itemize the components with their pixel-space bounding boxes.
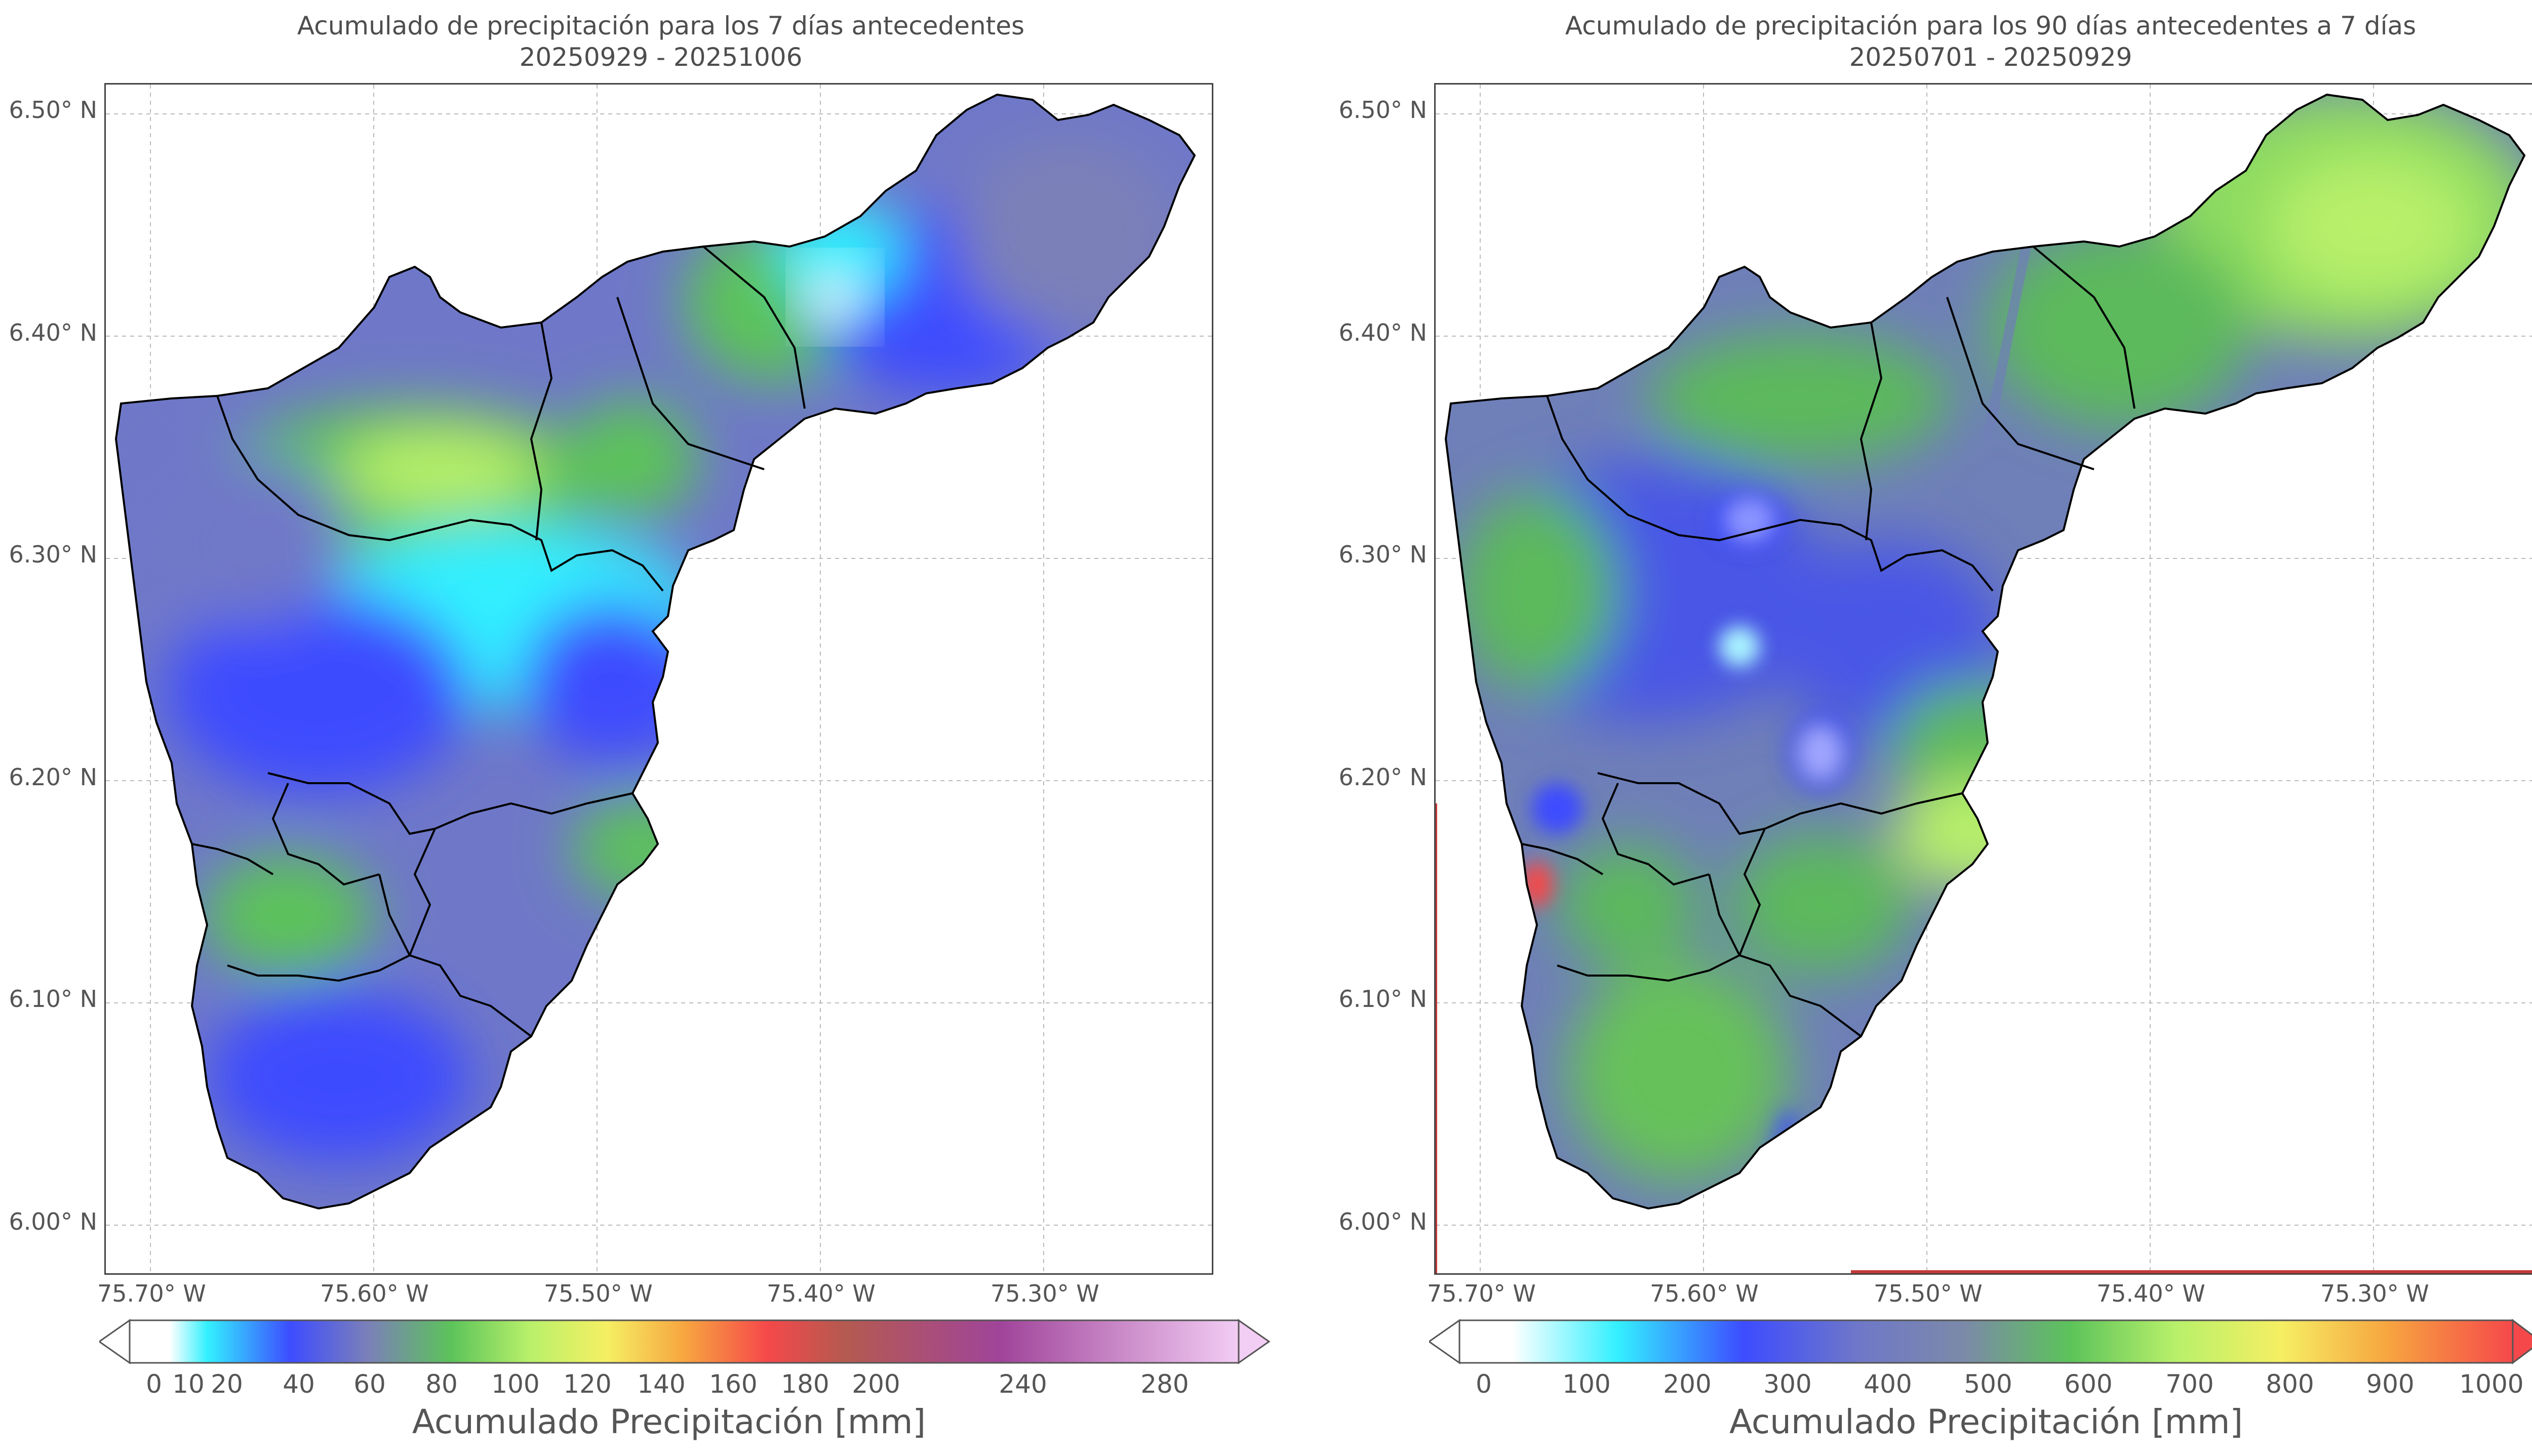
left-cbar-tick-180: 180 xyxy=(781,1369,829,1399)
left-cbar-tick-40: 40 xyxy=(283,1369,315,1399)
right-xtick-1: 75.70° W xyxy=(1427,1280,1536,1307)
right-map-title-line2: 20250701 - 20250929 xyxy=(1849,43,2132,72)
left-cbar-tick-140: 140 xyxy=(637,1369,686,1399)
left-cbar-tick-160: 160 xyxy=(709,1369,758,1399)
left-cbar-tick-10: 10 xyxy=(172,1369,205,1399)
left-cbar-tick-280: 280 xyxy=(1140,1369,1189,1399)
left-ytick-5: 6.10° N xyxy=(9,985,97,1013)
right-cbar-tick-800: 800 xyxy=(2266,1369,2314,1399)
right-ytick-3: 6.30° N xyxy=(1338,541,1427,568)
left-cbar-tick-200: 200 xyxy=(852,1369,900,1399)
left-colorbar xyxy=(99,1319,1271,1364)
right-cbar-tick-1000: 1000 xyxy=(2459,1369,2524,1399)
left-colorbar-max-arrow xyxy=(1238,1319,1271,1364)
left-ytick-3: 6.30° N xyxy=(9,541,97,568)
left-region-outline xyxy=(114,93,1196,1210)
left-xtick-4: 75.40° W xyxy=(767,1280,876,1307)
left-cbar-tick-240: 240 xyxy=(999,1369,1047,1399)
right-cbar-tick-400: 400 xyxy=(1864,1369,1912,1399)
right-ytick-4: 6.20° N xyxy=(1338,763,1427,791)
left-map-title-line2: 20250929 - 20251006 xyxy=(519,43,803,72)
left-map-title-line1: Acumulado de precipitación para los 7 dí… xyxy=(297,11,1025,41)
right-xtick-5: 75.30° W xyxy=(2320,1280,2429,1307)
left-map-title: Acumulado de precipitación para los 7 dí… xyxy=(106,10,1215,73)
right-cbar-tick-300: 300 xyxy=(1763,1369,1812,1399)
right-ytick-5: 6.10° N xyxy=(1338,985,1427,1013)
left-xtick-2: 75.60° W xyxy=(320,1280,429,1307)
right-xtick-3: 75.50° W xyxy=(1874,1280,1983,1307)
right-colorbar-gradient xyxy=(1458,1319,2514,1364)
left-map-canvas xyxy=(106,85,1212,1273)
right-cbar-tick-700: 700 xyxy=(2165,1369,2214,1399)
left-colorbar-label: Acumulado Precipitación [mm] xyxy=(412,1402,926,1441)
right-xtick-4: 75.40° W xyxy=(2096,1280,2205,1307)
left-map-area[interactable] xyxy=(104,83,1213,1275)
left-ytick-1: 6.50° N xyxy=(9,96,97,124)
left-ytick-4: 6.20° N xyxy=(9,763,97,791)
right-subbasin-lines xyxy=(1521,246,2135,1037)
left-cbar-tick-60: 60 xyxy=(353,1369,386,1399)
left-cbar-tick-0: 0 xyxy=(146,1369,162,1399)
left-cbar-tick-120: 120 xyxy=(563,1369,612,1399)
right-colorbar xyxy=(1429,1319,2532,1364)
right-map-title-line1: Acumulado de precipitación para los 90 d… xyxy=(1565,11,2417,41)
left-cbar-tick-100: 100 xyxy=(491,1369,540,1399)
right-map-area[interactable] xyxy=(1434,83,2532,1275)
right-cbar-tick-0: 0 xyxy=(1476,1369,1492,1399)
right-region-outline xyxy=(1444,93,2526,1210)
left-xtick-5: 75.30° W xyxy=(991,1280,1099,1307)
right-map-title: Acumulado de precipitación para los 90 d… xyxy=(1436,10,2532,73)
left-colorbar-gradient xyxy=(129,1319,1240,1364)
left-subbasin-lines xyxy=(191,246,806,1037)
left-colorbar-min-arrow xyxy=(99,1319,131,1364)
right-ytick-1: 6.50° N xyxy=(1338,96,1427,124)
right-cbar-tick-200: 200 xyxy=(1663,1369,1712,1399)
right-ytick-2: 6.40° N xyxy=(1338,319,1427,346)
left-ytick-2: 6.40° N xyxy=(9,319,97,346)
right-colorbar-label: Acumulado Precipitación [mm] xyxy=(1729,1402,2243,1441)
left-cbar-tick-20: 20 xyxy=(211,1369,243,1399)
left-precipitation-field xyxy=(116,95,1195,1208)
right-colorbar-min-arrow xyxy=(1429,1319,1460,1364)
left-xtick-1: 75.70° W xyxy=(97,1280,206,1307)
left-xtick-3: 75.50° W xyxy=(544,1280,653,1307)
right-xtick-2: 75.60° W xyxy=(1650,1280,1759,1307)
right-cbar-tick-100: 100 xyxy=(1562,1369,1611,1399)
right-cbar-tick-900: 900 xyxy=(2366,1369,2415,1399)
right-map-canvas xyxy=(1436,85,2532,1273)
right-cbar-tick-500: 500 xyxy=(1964,1369,2012,1399)
right-ytick-6: 6.00° N xyxy=(1338,1208,1427,1235)
right-cbar-tick-600: 600 xyxy=(2064,1369,2113,1399)
right-precipitation-field xyxy=(1446,95,2524,1208)
left-cbar-tick-80: 80 xyxy=(425,1369,458,1399)
right-colorbar-max-arrow xyxy=(2512,1319,2532,1364)
left-ytick-6: 6.00° N xyxy=(9,1208,97,1235)
